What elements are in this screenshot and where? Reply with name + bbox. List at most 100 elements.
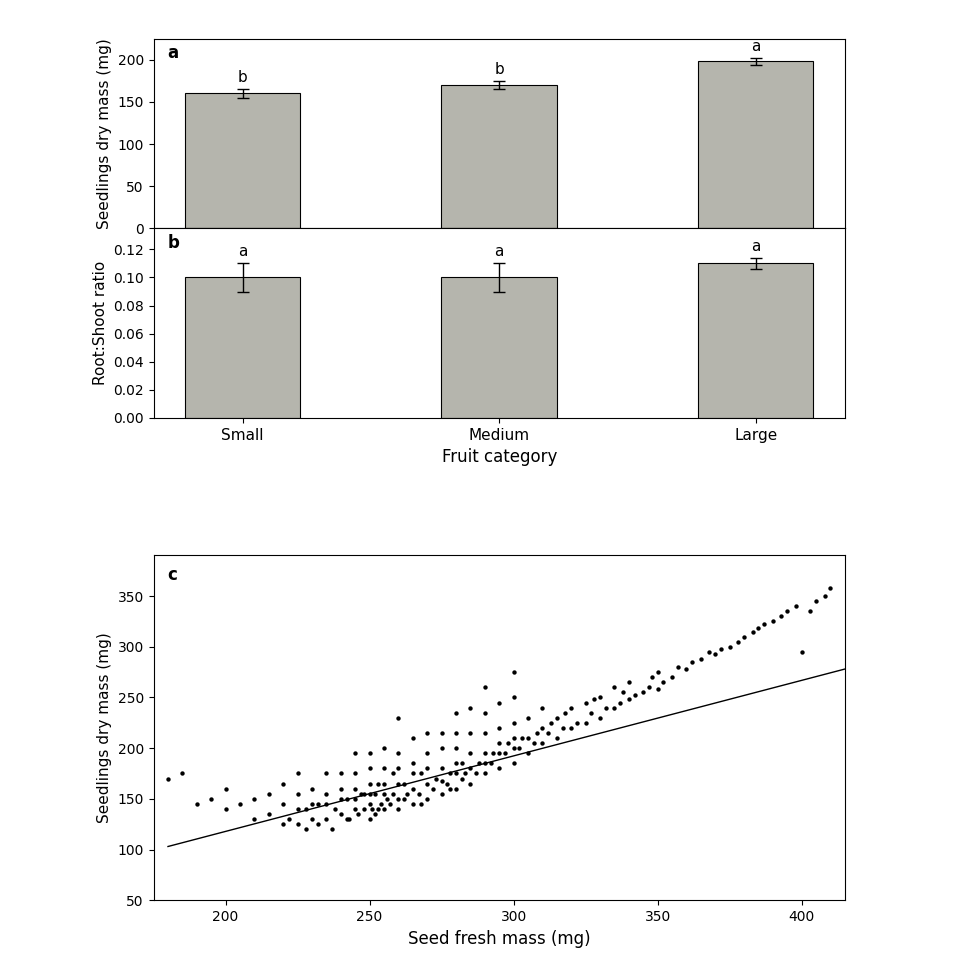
Point — [506, 664, 521, 680]
Point — [414, 796, 429, 811]
Point — [558, 705, 573, 720]
Point — [448, 766, 464, 781]
Point — [348, 766, 363, 781]
Point — [411, 786, 426, 802]
Point — [448, 725, 464, 741]
Point — [549, 730, 564, 745]
Bar — [185, 278, 300, 418]
Point — [468, 766, 484, 781]
Bar — [698, 263, 813, 418]
Point — [373, 796, 389, 811]
Point — [261, 806, 276, 822]
Point — [535, 736, 550, 751]
Point — [290, 766, 305, 781]
Point — [385, 766, 400, 781]
Point — [362, 745, 377, 761]
Point — [362, 811, 377, 827]
Point — [376, 761, 392, 776]
Point — [650, 681, 665, 697]
Point — [492, 736, 507, 751]
Point — [319, 811, 334, 827]
Point — [299, 802, 314, 817]
Point — [569, 715, 585, 731]
Point — [376, 741, 392, 756]
Point — [356, 802, 372, 817]
Point — [454, 756, 469, 771]
Point — [348, 791, 363, 806]
Point — [434, 772, 449, 788]
Point — [656, 675, 671, 690]
X-axis label: Seed fresh mass (mg): Seed fresh mass (mg) — [408, 929, 590, 948]
Point — [506, 715, 521, 731]
Point — [391, 776, 406, 792]
Point — [578, 715, 593, 731]
Point — [526, 736, 541, 751]
Point — [515, 730, 530, 745]
Point — [477, 680, 492, 695]
Point — [664, 670, 680, 685]
Point — [520, 745, 536, 761]
Point — [564, 720, 579, 736]
Point — [492, 720, 507, 736]
Point — [745, 623, 760, 639]
Point — [365, 802, 380, 817]
Point — [333, 766, 348, 781]
Point — [443, 766, 458, 781]
Point — [189, 796, 204, 811]
Point — [247, 791, 262, 806]
Point — [555, 720, 570, 736]
Point — [607, 700, 622, 715]
Point — [679, 661, 694, 677]
Point — [535, 700, 550, 715]
Point — [463, 725, 478, 741]
Point — [564, 700, 579, 715]
Point — [457, 766, 472, 781]
Point — [304, 781, 320, 797]
Point — [434, 741, 449, 756]
Point — [434, 761, 449, 776]
Point — [587, 692, 602, 708]
Point — [333, 791, 348, 806]
Bar — [185, 94, 300, 228]
Y-axis label: Seedlings dry mass (mg): Seedlings dry mass (mg) — [97, 632, 112, 823]
Text: b: b — [167, 234, 180, 252]
Point — [448, 781, 464, 797]
Point — [803, 603, 818, 619]
Point — [353, 786, 369, 802]
Point — [371, 802, 386, 817]
Point — [543, 715, 559, 731]
Point — [607, 680, 622, 695]
Point — [420, 791, 435, 806]
Point — [348, 802, 363, 817]
Point — [492, 695, 507, 711]
Point — [477, 766, 492, 781]
Bar — [698, 62, 813, 228]
Point — [339, 791, 354, 806]
Point — [396, 776, 412, 792]
Point — [276, 796, 291, 811]
Point — [420, 776, 435, 792]
Point — [598, 700, 613, 715]
Point — [420, 745, 435, 761]
Point — [304, 811, 320, 827]
Point — [731, 634, 746, 650]
Point — [434, 725, 449, 741]
Point — [405, 766, 420, 781]
Point — [276, 776, 291, 792]
Point — [549, 710, 564, 725]
Point — [621, 675, 636, 690]
Point — [483, 756, 498, 771]
Text: b: b — [494, 62, 504, 76]
Point — [160, 771, 176, 786]
Point — [399, 786, 415, 802]
Point — [319, 786, 334, 802]
Point — [362, 776, 377, 792]
Point — [425, 781, 441, 797]
Point — [304, 796, 320, 811]
Point — [627, 687, 642, 703]
Point — [644, 670, 660, 685]
Point — [477, 725, 492, 741]
Point — [497, 745, 513, 761]
Text: a: a — [751, 238, 760, 254]
Y-axis label: Root:Shoot ratio: Root:Shoot ratio — [92, 261, 108, 385]
